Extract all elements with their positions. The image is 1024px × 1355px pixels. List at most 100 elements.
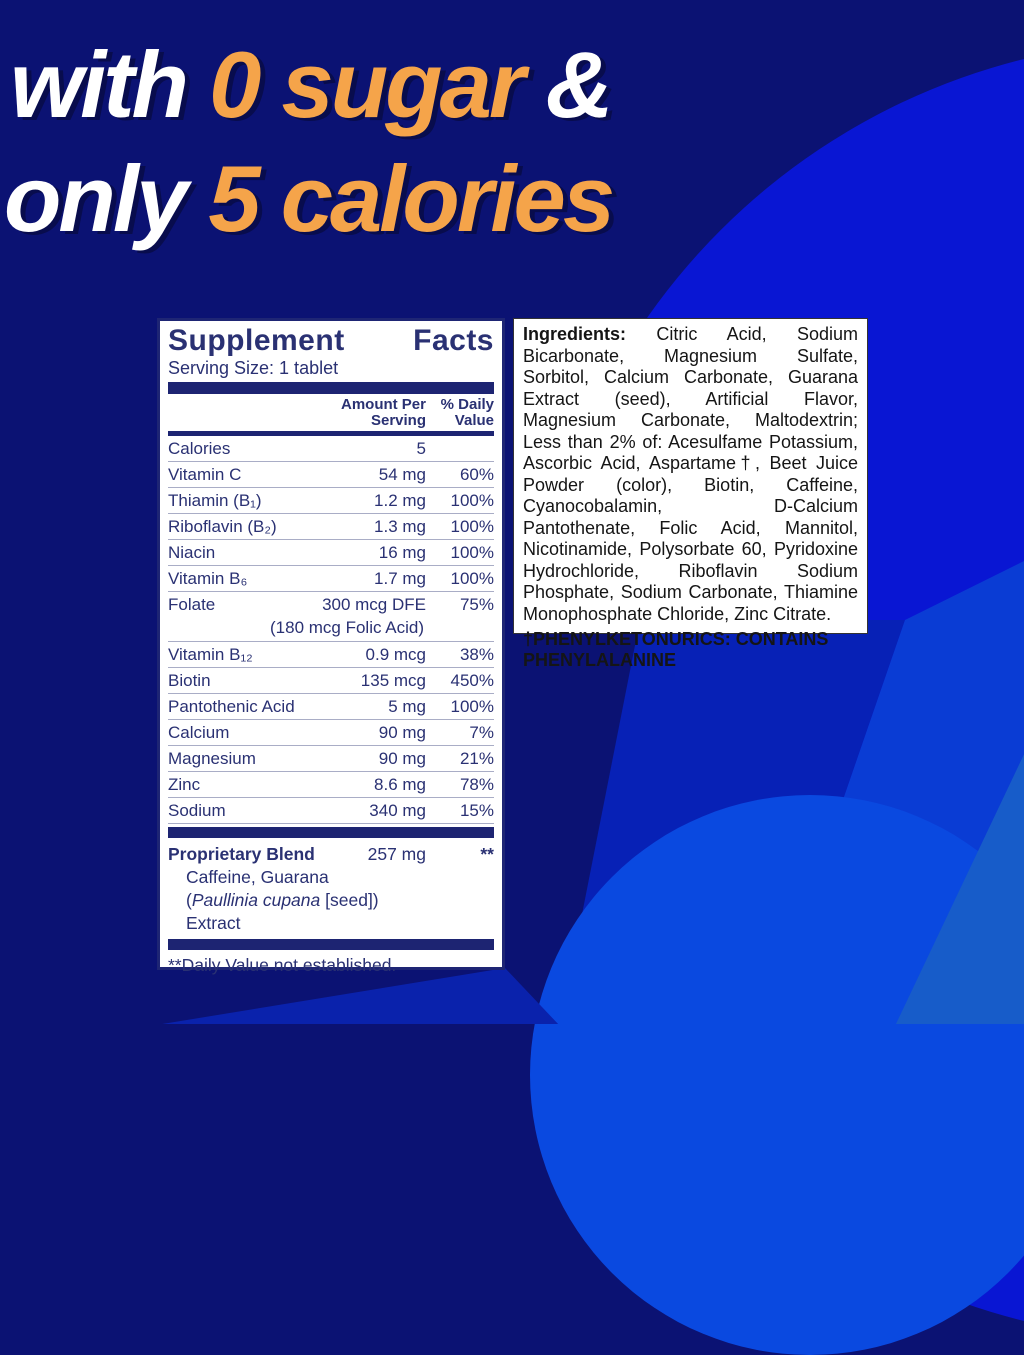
headline: with 0 sugar & only 5 calories bbox=[4, 28, 615, 255]
headline-highlight: 5 calories bbox=[208, 145, 615, 251]
nutrient-name: Zinc bbox=[168, 775, 201, 794]
nutrient-row: Folate 300 mcg DFE 75% bbox=[168, 592, 494, 617]
ingredients-panel: Ingredients: Citric Acid, Sodium Bicarbo… bbox=[513, 318, 868, 670]
nutrient-amount: 90 mg bbox=[378, 749, 426, 768]
blend-subline: (Paullinia cupana [seed]) bbox=[168, 889, 494, 912]
nutrient-name: Folate bbox=[168, 595, 216, 614]
blend-subline-part: Paullinia cupana bbox=[191, 890, 321, 910]
divider-bar-thick bbox=[168, 382, 494, 394]
nutrient-amount: 5 mg bbox=[388, 697, 426, 716]
blend-daily-value: ** bbox=[480, 844, 494, 864]
headline-line2: only 5 calories bbox=[4, 142, 615, 256]
blend-subline-part: [seed]) bbox=[320, 890, 379, 910]
nutrient-amount: 1.3 mg bbox=[374, 517, 426, 536]
amount-column-header: Amount Per Serving bbox=[341, 397, 426, 429]
blend-subline-part: ( bbox=[186, 890, 192, 910]
nutrient-name: Niacin bbox=[168, 543, 216, 562]
nutrient-daily-value bbox=[426, 436, 494, 461]
nutrient-name: Vitamin B₆ bbox=[168, 569, 248, 588]
nutrient-name: Biotin bbox=[168, 671, 211, 690]
dv-header-line: Value bbox=[454, 412, 494, 429]
nutrient-row: Vitamin B₁₂ 0.9 mcg 38% bbox=[168, 642, 494, 668]
nutrient-daily-value: 15% bbox=[459, 801, 494, 820]
ingredients-label: Ingredients: bbox=[523, 324, 627, 344]
nutrient-amount-subline: (180 mcg Folic Acid) bbox=[168, 617, 494, 642]
nutrient-daily-value: 7% bbox=[469, 723, 494, 742]
ingredients-list: Citric Acid, Sodium Bicarbonate, Magnesi… bbox=[523, 324, 858, 624]
nutrient-amount: 8.6 mg bbox=[374, 775, 426, 794]
nutrient-row: Biotin 135 mcg 450% bbox=[168, 668, 494, 694]
blend-subline: Extract bbox=[186, 913, 241, 933]
nutrient-amount: 5 bbox=[416, 439, 426, 458]
nutrient-row: Calcium 90 mg 7% bbox=[168, 720, 494, 746]
nutrient-amount: 135 mcg bbox=[360, 671, 426, 690]
nutrient-row: Niacin 16 mg 100% bbox=[168, 540, 494, 566]
headline-text: with bbox=[10, 32, 210, 137]
blend-subline: Caffeine, Guarana bbox=[186, 867, 329, 887]
title-word: Facts bbox=[413, 324, 494, 357]
phenylketonurics-warning: †PHENYLKETONURICS: CONTAINS PHENYLALANIN… bbox=[523, 629, 829, 670]
nutrient-name: Magnesium bbox=[168, 749, 256, 768]
nutrient-daily-value: 60% bbox=[459, 465, 494, 484]
nutrient-amount: 90 mg bbox=[378, 723, 426, 742]
nutrient-daily-value: 75% bbox=[459, 595, 494, 614]
dv-header-line: % Daily bbox=[440, 396, 494, 413]
nutrient-daily-value: 450% bbox=[450, 671, 494, 690]
serving-size: Serving Size: 1 tablet bbox=[168, 358, 339, 378]
divider-bar-medium bbox=[168, 431, 494, 436]
column-headers: Amount Per Serving % Daily Value bbox=[168, 394, 494, 431]
nutrient-daily-value: 100% bbox=[450, 697, 494, 716]
nutrient-row: Pantothenic Acid 5 mg 100% bbox=[168, 694, 494, 720]
headline-line1: with 0 sugar & bbox=[10, 28, 614, 142]
nutrient-amount: 300 mcg DFE bbox=[322, 595, 426, 614]
blend-sublines: Caffeine, Guarana (Paullinia cupana [seed… bbox=[168, 866, 494, 935]
nutrient-name: Riboflavin (B₂) bbox=[168, 517, 277, 536]
headline-text: & bbox=[545, 32, 614, 137]
nutrient-row: Vitamin C 54 mg 60% bbox=[168, 462, 494, 488]
amount-header-line: Serving bbox=[370, 412, 426, 429]
blend-name: Proprietary Blend bbox=[168, 844, 315, 864]
nutrient-name: Vitamin C bbox=[168, 465, 242, 484]
nutrient-name: Calcium bbox=[168, 723, 230, 742]
nutrient-rows: Calories 5 Vitamin C 54 mg 60% Thiamin (B₁) 1.… bbox=[168, 436, 494, 824]
nutrient-row: Calories 5 bbox=[168, 436, 494, 462]
nutrient-amount: 1.7 mg bbox=[374, 569, 426, 588]
nutrient-amount: 0.9 mcg bbox=[365, 645, 426, 664]
nutrient-row: Riboflavin (B₂) 1.3 mg 100% bbox=[168, 514, 494, 540]
nutrient-daily-value: 21% bbox=[459, 749, 494, 768]
nutrient-daily-value: 38% bbox=[459, 645, 494, 664]
nutrient-daily-value: 78% bbox=[459, 775, 494, 794]
headline-highlight: 0 sugar bbox=[209, 32, 546, 137]
nutrient-amount: 340 mg bbox=[369, 801, 426, 820]
proprietary-blend-row: Proprietary Blend 257 mg ** bbox=[168, 842, 494, 866]
nutrient-daily-value: 100% bbox=[450, 517, 494, 536]
daily-value-footnote: **Daily Value not established. bbox=[168, 955, 397, 975]
ingredients-text: Ingredients: Citric Acid, Sodium Bicarbo… bbox=[523, 324, 858, 625]
supplement-facts-panel: Supplement Facts Serving Size: 1 tablet … bbox=[157, 318, 505, 975]
nutrient-daily-value: 100% bbox=[450, 569, 494, 588]
amount-header-line: Amount Per bbox=[340, 396, 426, 413]
nutrient-row: Vitamin B₆ 1.7 mg 100% bbox=[168, 566, 494, 592]
nutrient-row: Zinc 8.6 mg 78% bbox=[168, 772, 494, 798]
blend-amount: 257 mg bbox=[367, 844, 426, 864]
nutrient-row: Sodium 340 mg 15% bbox=[168, 798, 494, 824]
nutrient-amount: 1.2 mg bbox=[374, 491, 426, 510]
nutrient-row: Thiamin (B₁) 1.2 mg 100% bbox=[168, 488, 494, 514]
spacer bbox=[168, 397, 341, 429]
nutrient-name: Vitamin B₁₂ bbox=[168, 645, 253, 664]
nutrient-name: Sodium bbox=[168, 801, 226, 820]
nutrient-amount: 16 mg bbox=[378, 543, 426, 562]
title-word: Supplement bbox=[168, 324, 345, 357]
nutrient-daily-value: 100% bbox=[450, 543, 494, 562]
divider-bar-thick bbox=[168, 939, 494, 950]
headline-text: only bbox=[4, 145, 209, 251]
supplement-facts-title: Supplement Facts bbox=[168, 325, 494, 357]
daily-value-column-header: % Daily Value bbox=[426, 397, 494, 429]
nutrient-amount: 54 mg bbox=[378, 465, 426, 484]
nutrient-row: Magnesium 90 mg 21% bbox=[168, 746, 494, 772]
divider-bar-thick bbox=[168, 827, 494, 838]
nutrient-name: Pantothenic Acid bbox=[168, 697, 295, 716]
nutrient-name: Calories bbox=[168, 439, 231, 458]
nutrient-name: Thiamin (B₁) bbox=[168, 491, 262, 510]
nutrient-daily-value: 100% bbox=[450, 491, 494, 510]
